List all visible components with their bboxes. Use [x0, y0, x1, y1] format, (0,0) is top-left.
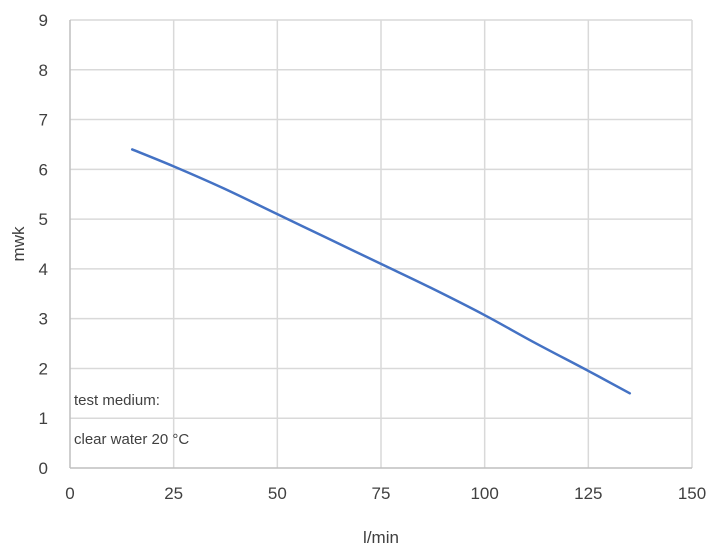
x-axis-title: l/min	[363, 528, 399, 546]
y-tick-label: 3	[39, 310, 48, 329]
y-tick-label: 4	[39, 260, 48, 279]
x-tick-label: 0	[65, 484, 74, 503]
y-axis-title: mwk	[9, 226, 28, 261]
y-tick-label: 2	[39, 359, 48, 378]
annotation-clear-water: clear water 20 °C	[74, 431, 189, 448]
x-tick-label: 50	[268, 484, 287, 503]
y-tick-label: 6	[39, 160, 48, 179]
y-tick-label: 1	[39, 409, 48, 428]
axes	[69, 20, 692, 469]
y-tick-label: 7	[39, 111, 48, 130]
x-tick-label: 100	[470, 484, 498, 503]
y-tick-label: 8	[39, 61, 48, 80]
y-tick-labels: 0 1 2 3 4 5 6 7 8 9	[39, 11, 48, 478]
annotation-test-medium: test medium:	[74, 392, 160, 409]
x-tick-label: 75	[372, 484, 391, 503]
series-line-0	[130, 148, 632, 395]
x-tick-labels: 0 25 50 75 100 125 150	[65, 484, 706, 503]
y-tick-label: 9	[39, 11, 48, 30]
x-tick-label: 125	[574, 484, 602, 503]
y-tick-label: 5	[39, 210, 48, 229]
x-tick-label: 25	[164, 484, 183, 503]
y-tick-label: 0	[39, 459, 48, 478]
grid	[70, 19, 693, 468]
x-tick-label: 150	[678, 484, 706, 503]
series-group	[130, 148, 632, 395]
